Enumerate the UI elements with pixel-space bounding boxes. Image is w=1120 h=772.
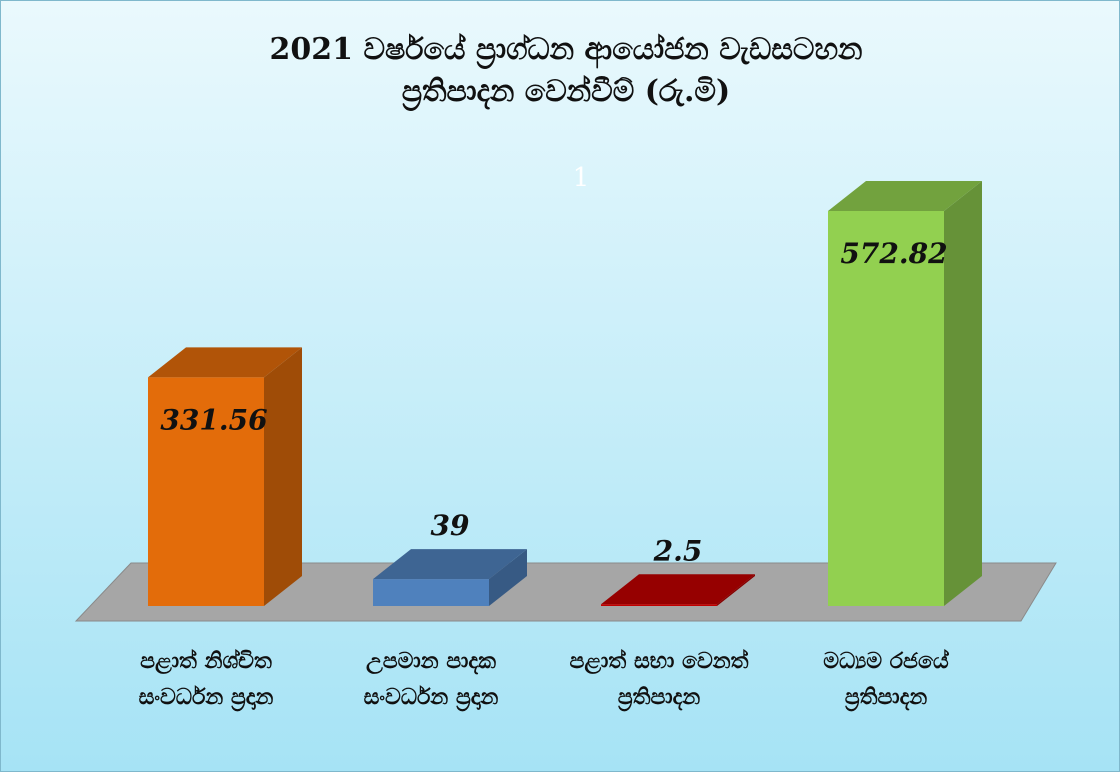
value-label: 39 bbox=[431, 509, 470, 542]
bar-top bbox=[828, 181, 982, 211]
bars: 331.56 39 2.5 572.82 bbox=[148, 181, 982, 606]
bar-top bbox=[601, 574, 755, 605]
x-tick-label: පළාත් නිශ්චිත සංවර්ධන ප්‍රදාන bbox=[138, 649, 274, 710]
annotation: 1 bbox=[573, 163, 590, 193]
bar-top bbox=[373, 549, 527, 580]
bar-side bbox=[944, 181, 982, 606]
bar-side bbox=[489, 549, 527, 606]
bar bbox=[148, 377, 264, 606]
bar-side bbox=[717, 574, 755, 606]
bar-side bbox=[264, 347, 302, 606]
chart-title: ප්‍රතිපාදන වෙන්වීම් (රු.මි) bbox=[402, 74, 730, 111]
value-label: 331.56 bbox=[160, 403, 267, 436]
bar bbox=[601, 604, 717, 606]
x-tick-label: පළාත් සභා වෙනත් ප්‍රතිපාදන bbox=[569, 649, 749, 710]
bar bbox=[828, 211, 944, 606]
bar-top bbox=[148, 347, 302, 378]
value-label: 2.5 bbox=[653, 534, 703, 567]
floor bbox=[74, 562, 1057, 622]
chart-title: 2021 වර්ෂයේ ප්‍රාග්ධන ආයෝජන වැඩසටහන bbox=[270, 32, 863, 69]
bar bbox=[373, 579, 489, 606]
x-tick-label: මධ්‍යම රජයේ ප්‍රතිපාදන bbox=[823, 649, 949, 710]
x-tick-label: උපමාන පාදක සංවර්ධන ප්‍රදාන bbox=[363, 649, 499, 710]
value-label: 572.82 bbox=[840, 237, 947, 270]
